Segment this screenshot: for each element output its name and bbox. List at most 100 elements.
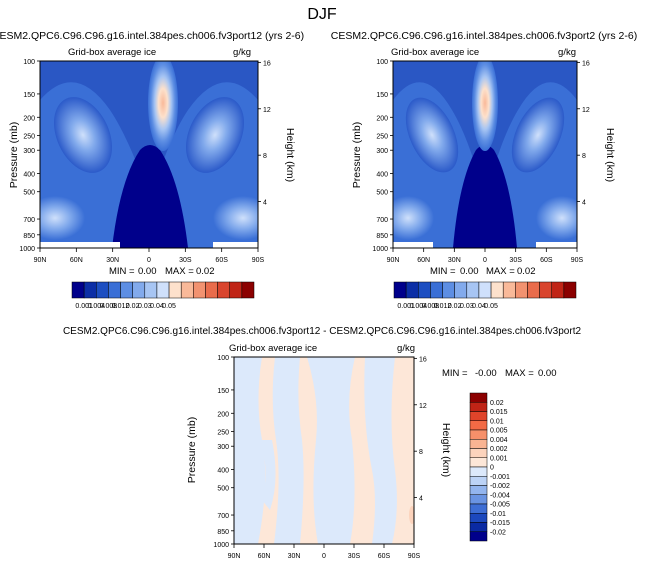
colorbar-swatch (469, 485, 488, 495)
y-tick-label: 400 (217, 468, 229, 475)
colorbar-swatch (563, 281, 577, 299)
y-tick-label: 850 (217, 529, 229, 536)
y-tick-label: 300 (23, 148, 35, 155)
y-tick-label: 700 (217, 513, 229, 520)
y2-axis-label: Height (km) (440, 423, 452, 477)
colorbar-label: 0.04 (472, 303, 486, 310)
colorbar-swatch (490, 281, 504, 299)
colorbar-label: 0.04 (150, 303, 164, 310)
colorbar-swatch (108, 281, 121, 299)
colorbar-swatch (478, 281, 492, 299)
y-tick-label: 700 (376, 217, 388, 224)
stats-min-label: MIN = (442, 368, 468, 379)
figure-title: DJF (307, 6, 337, 23)
colorbar-label: 0.03 (138, 303, 152, 310)
colorbar-swatch (168, 281, 182, 299)
y2-tick-label: 16 (582, 60, 590, 67)
colorbar-swatch (120, 281, 133, 299)
y2-tick-label: 4 (419, 496, 423, 503)
colorbar-label: 0.01 (490, 418, 504, 425)
colorbar-swatch (469, 466, 488, 477)
x-tick-label: 30N (106, 257, 119, 264)
x-tick-label: 60S (215, 257, 228, 264)
y-axis-label: Pressure (mb) (351, 122, 363, 189)
x-tick-label: 0 (483, 257, 487, 264)
x-tick-label: 60S (378, 553, 391, 560)
colorbar-label: 0.012 (434, 303, 452, 310)
x-tick-label: 90N (34, 257, 47, 264)
colorbar-label: -0.004 (490, 492, 510, 499)
colorbar-swatch (469, 439, 488, 449)
colorbar-label: -0.02 (490, 529, 506, 536)
panel-subtitle-right: g/kg (558, 47, 576, 58)
y-tick-label: 100 (23, 59, 35, 66)
colorbar-swatch (96, 281, 109, 299)
y-tick-label: 200 (23, 115, 35, 122)
colorbar-label: 0.02 (126, 303, 140, 310)
y-tick-label: 500 (376, 190, 388, 197)
y2-tick-label: 16 (419, 356, 427, 363)
colorbar-swatch (442, 281, 455, 299)
colorbar-label: 0.05 (484, 303, 498, 310)
colorbar-swatch (469, 429, 488, 440)
y-tick-label: 300 (376, 148, 388, 155)
colorbar-label: 0 (490, 465, 494, 472)
colorbar-swatch (469, 494, 488, 505)
colorbar-swatch (205, 281, 218, 299)
colorbar-label: 0.012 (112, 303, 130, 310)
colorbar-swatch (193, 281, 206, 299)
y-tick-label: 1000 (213, 542, 229, 549)
x-tick-label: 30S (509, 257, 522, 264)
colorbar-swatch (469, 411, 488, 421)
colorbar-swatch (418, 281, 431, 299)
x-tick-label: 60N (258, 553, 271, 560)
panel-subtitle-left: Grid-box average ice (391, 47, 479, 58)
x-tick-label: 90S (571, 257, 584, 264)
y2-axis-label: Height (km) (604, 128, 616, 182)
colorbar-label: 0.02 (490, 400, 504, 407)
colorbar-swatch (551, 281, 565, 299)
y2-tick-label: 8 (419, 449, 423, 456)
stats-min-value: 0.00 (138, 266, 157, 277)
colorbar-swatch (469, 448, 488, 458)
colorbar-swatch (144, 281, 158, 299)
colorbar-swatch (83, 281, 97, 299)
y-tick-label: 100 (376, 59, 388, 66)
y-tick-label: 150 (23, 92, 35, 99)
y2-tick-label: 12 (582, 107, 590, 114)
panel-right: CESM2.QPC6.C96.C96.g16.intel.384pes.ch00… (331, 30, 637, 310)
y2-tick-label: 12 (263, 107, 271, 114)
x-tick-label: 90S (408, 553, 421, 560)
x-tick-label: 30N (448, 257, 461, 264)
stats-max-value: 0.02 (517, 266, 536, 277)
y-tick-label: 250 (376, 133, 388, 140)
colorbar-swatch (469, 457, 488, 468)
y-tick-label: 300 (217, 444, 229, 451)
panel-title: CESM2.QPC6.C96.C96.g16.intel.384pes.ch00… (331, 30, 637, 42)
x-tick-label: 0 (147, 257, 151, 264)
colorbar-label: 0.05 (162, 303, 176, 310)
stats-max-value: 0.02 (196, 266, 215, 277)
colorbar-swatch (469, 503, 488, 514)
colorbar-swatch (469, 402, 488, 412)
panel-subtitle-right: g/kg (233, 47, 251, 58)
colorbar-swatch (469, 476, 488, 486)
y-tick-label: 150 (217, 388, 229, 395)
colorbar-label: 0.008 (422, 303, 440, 310)
y2-tick-label: 16 (263, 60, 271, 67)
colorbar-label: 0.001 (397, 303, 415, 310)
y2-axis-label: Height (km) (284, 128, 296, 182)
colorbar-swatch (539, 281, 552, 299)
colorbar-label: 0.02 (448, 303, 462, 310)
colorbar-swatch (454, 281, 468, 299)
panel-title: CESM2.QPC6.C96.C96.g16.intel.384pes.ch00… (0, 30, 304, 42)
colorbar-swatch (469, 531, 488, 542)
x-tick-label: 90N (228, 553, 241, 560)
colorbar-label: -0.015 (490, 520, 510, 527)
y-tick-label: 400 (23, 172, 35, 179)
colorbar-swatch (393, 281, 407, 299)
stats-min-value: -0.00 (475, 368, 497, 379)
colorbar-swatch (515, 281, 528, 299)
colorbar-label: 0.015 (490, 409, 508, 416)
